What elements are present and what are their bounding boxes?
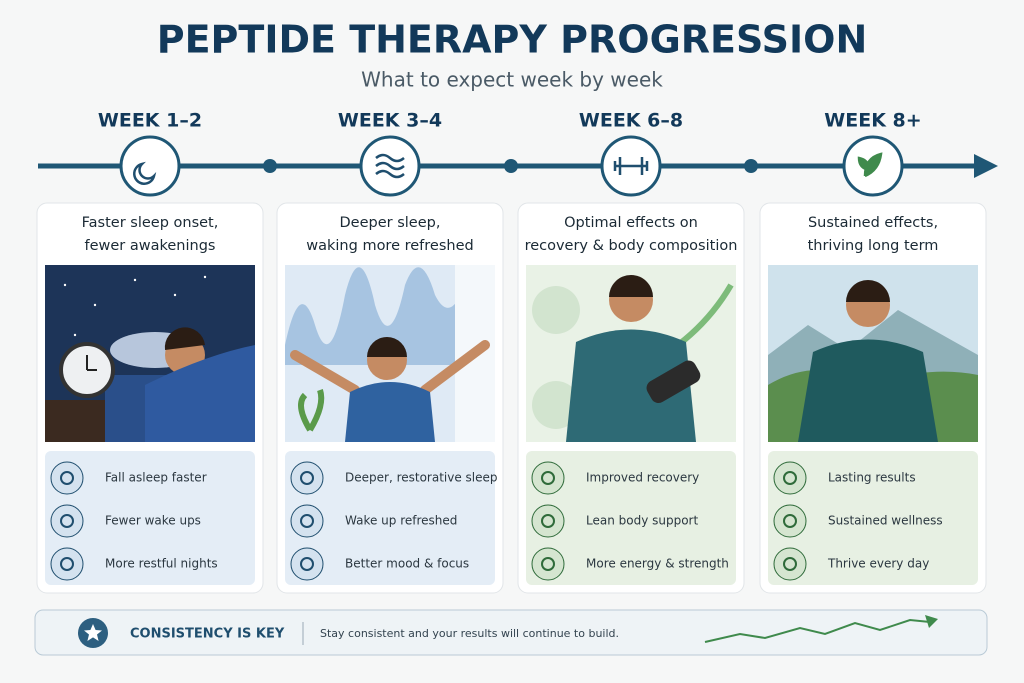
benefit-panel — [285, 451, 495, 585]
benefit-text: Lean body support — [586, 514, 698, 528]
week-glyph — [375, 153, 405, 179]
week-glyph — [613, 157, 649, 175]
benefit-icon — [290, 547, 324, 581]
footer-text: Stay consistent and your results will co… — [320, 627, 619, 640]
timeline-dot — [744, 159, 758, 173]
benefit-glyph — [60, 514, 74, 528]
title: PEPTIDE THERAPY PROGRESSION — [157, 18, 868, 62]
headline: recovery & body composition — [525, 238, 738, 254]
benefit-icon — [773, 504, 807, 538]
headline: Sustained effects, — [808, 215, 938, 231]
benefit-text: Wake up refreshed — [345, 514, 457, 528]
trend-arrow — [925, 615, 938, 628]
headline: thriving long term — [808, 238, 939, 254]
headline: waking more refreshed — [306, 238, 473, 254]
star-dot — [93, 303, 97, 307]
subtitle: What to expect week by week — [361, 68, 663, 92]
star — [84, 624, 102, 641]
illustration — [285, 265, 495, 442]
hair — [846, 280, 890, 302]
benefit-glyph — [783, 514, 797, 528]
week-label: WEEK 1–2 — [98, 110, 202, 132]
hair — [367, 337, 407, 357]
muscle-badge — [532, 286, 580, 334]
week-icon — [119, 135, 181, 197]
headline: Faster sleep onset, — [82, 215, 219, 231]
arms — [290, 340, 490, 395]
benefit-icon — [773, 547, 807, 581]
star-dot — [203, 275, 207, 279]
benefit-icon — [50, 461, 84, 495]
benefit-icon — [290, 504, 324, 538]
hair — [164, 327, 205, 350]
benefit-icon — [290, 461, 324, 495]
headline: Deeper sleep, — [340, 215, 441, 231]
waist-badge — [532, 381, 580, 429]
benefit-icon — [531, 504, 565, 538]
benefit-text: Thrive every day — [827, 557, 929, 571]
timeline-arrow — [974, 154, 998, 178]
benefit-panel — [45, 451, 255, 585]
shirt — [566, 329, 696, 442]
benefit-text: Sustained wellness — [828, 514, 943, 528]
blanket — [145, 345, 255, 442]
benefit-glyph — [300, 557, 314, 571]
week-glyph — [857, 152, 883, 178]
star-dot — [133, 278, 137, 282]
benefit-glyph — [60, 471, 74, 485]
benefit-glyph — [783, 557, 797, 571]
benefit-text: More restful nights — [105, 557, 218, 571]
illustration — [45, 265, 255, 442]
benefit-text: Lasting results — [828, 471, 916, 485]
benefit-glyph — [300, 471, 314, 485]
benefit-icon — [50, 504, 84, 538]
benefit-glyph — [783, 471, 797, 485]
stages: WEEK 1–2 Faster sleep onset, fewer awakeni… — [36, 110, 987, 594]
jacket — [798, 339, 938, 442]
week-label: WEEK 6–8 — [579, 110, 683, 132]
headline: Optimal effects on — [564, 215, 698, 231]
benefit-glyph — [541, 471, 555, 485]
benefit-glyph — [60, 557, 74, 571]
benefit-text: Better mood & focus — [345, 557, 469, 571]
star-dot — [173, 293, 177, 297]
footer-title: CONSISTENCY IS KEY — [130, 627, 285, 642]
star-dot — [73, 333, 77, 337]
footer-box — [34, 609, 988, 656]
benefit-panel — [526, 451, 736, 585]
plant — [298, 389, 325, 432]
benefit-icon — [531, 461, 565, 495]
benefit-panel — [768, 451, 978, 585]
illustration — [526, 265, 736, 442]
headline: fewer awakenings — [85, 238, 216, 254]
week-label: WEEK 8+ — [824, 110, 921, 132]
timeline-dot — [504, 159, 518, 173]
week-glyph — [133, 161, 157, 185]
benefit-icon — [531, 547, 565, 581]
benefit-icon — [773, 461, 807, 495]
benefit-text: Fall asleep faster — [105, 471, 207, 485]
benefit-glyph — [541, 557, 555, 571]
benefit-text: Deeper, restorative sleep — [345, 471, 498, 485]
benefit-glyph — [541, 514, 555, 528]
hair — [609, 275, 653, 297]
benefit-glyph — [300, 514, 314, 528]
trend-line — [704, 618, 931, 643]
benefit-text: More energy & strength — [586, 557, 729, 571]
benefit-icon — [50, 547, 84, 581]
illustration — [768, 265, 978, 442]
clock-hands — [86, 355, 97, 371]
star-dot — [63, 283, 67, 287]
week-label: WEEK 3–4 — [338, 110, 442, 132]
wave-chart — [285, 267, 465, 365]
timeline-dot — [263, 159, 277, 173]
benefit-text: Fewer wake ups — [105, 514, 201, 528]
shirt — [345, 382, 435, 442]
benefit-text: Improved recovery — [586, 471, 699, 485]
dumbbell — [646, 360, 701, 403]
